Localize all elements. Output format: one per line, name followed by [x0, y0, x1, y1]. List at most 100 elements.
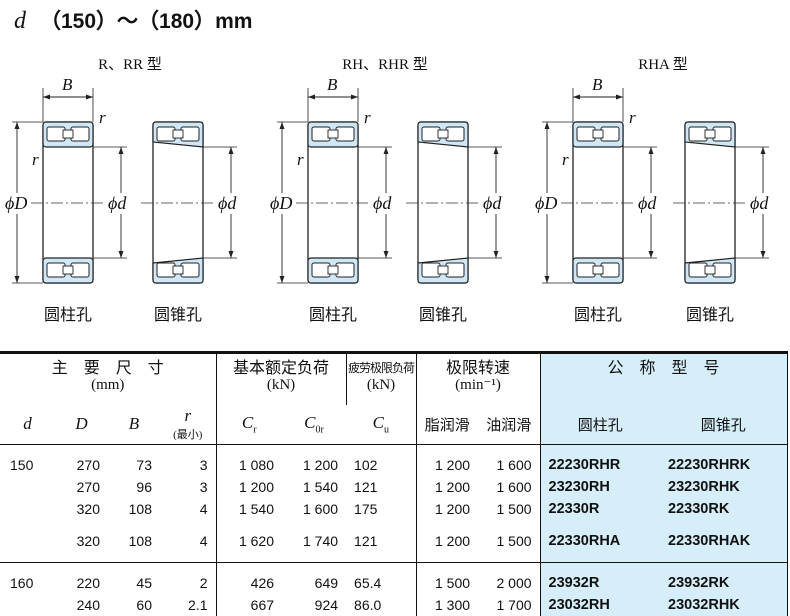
cell-Cu: 86.0 — [346, 593, 417, 616]
dim-d-line-arrow — [648, 251, 654, 258]
bearing-tapered-roller — [688, 126, 708, 142]
cell-r: 2.1 — [160, 593, 217, 616]
dim-label-d: ϕd — [750, 193, 769, 214]
dim-D-line-arrow — [544, 122, 550, 129]
page-title: d （150）～（180）mm — [14, 5, 252, 35]
bearing-cylindrical-roller — [70, 126, 90, 142]
table-row: 160 220 45 2 426 649 65.4 1 500 2 000 23932R 23932… — [0, 571, 788, 594]
caption-cylindrical-bore: 圆柱孔 — [43, 307, 93, 324]
title-range: （150）～（180）mm — [40, 10, 253, 33]
col-Cu: Cu — [346, 404, 417, 445]
cell-Cr: 426 — [250, 574, 275, 591]
dim-D-line-arrow — [544, 276, 550, 283]
dim-d-line-arrow — [760, 251, 766, 258]
dim-d-line-arrow — [228, 251, 234, 258]
header-dimensions: 主 要 尺 寸 (mm) — [0, 351, 217, 405]
bearing-cylindrical-roller — [46, 126, 66, 142]
bearing-tapered-roller — [712, 262, 732, 278]
cell-d — [0, 476, 55, 498]
cell-oil: 1 500 — [478, 529, 541, 552]
dim-label-d: ϕd — [483, 193, 502, 214]
caption-tapered-bore: 圆锥孔 — [418, 307, 468, 324]
bearing-cylindrical-roller — [600, 126, 620, 142]
bearing-cylindrical-roller — [576, 262, 596, 278]
cell-grease: 1 200 — [434, 456, 471, 473]
cell-Cr: 1 080 — [238, 456, 275, 473]
title-symbol: d — [14, 8, 26, 34]
dim-d-line-arrow — [493, 251, 499, 258]
col-C0r: C0r — [282, 404, 347, 445]
dim-label-d: ϕd — [638, 193, 657, 214]
cell-B: 108 — [128, 500, 152, 517]
spec-table: 主 要 尺 寸 (mm) 基本额定负荷 (kN) 疲劳极限负荷 (kN) 极限转速 (m… — [0, 351, 788, 616]
bearing-cylindrical-cage — [327, 129, 339, 139]
dim-label-B: B — [592, 75, 603, 94]
cell-cyl: 23230RH — [540, 475, 661, 498]
bearing-cylindrical-roller — [576, 126, 596, 142]
cell-Cu: 65.4 — [346, 571, 417, 594]
cell-B: 96 — [136, 478, 152, 495]
row-spacer — [0, 562, 788, 572]
bearing-tapered-roller — [688, 262, 708, 278]
dim-B-arrow — [43, 94, 50, 100]
dim-B-arrow — [573, 94, 580, 100]
cell-D: 240 — [76, 596, 100, 613]
figure-group-label: RHA 型 — [638, 57, 688, 73]
col-grease: 脂润滑 — [416, 404, 479, 445]
dim-B-arrow — [351, 94, 358, 100]
dim-label-D: ϕD — [270, 193, 293, 214]
cell-oil: 1 700 — [478, 593, 541, 616]
table-row: 320 108 4 1 620 1 740 121 1 200 1 500 22330RHA 22… — [0, 529, 788, 552]
col-B: B — [108, 404, 160, 445]
cell-grease: 1 200 — [434, 478, 471, 495]
cell-taper: 23230RHK — [660, 475, 788, 498]
dim-d-line-arrow — [383, 251, 389, 258]
bearing-tapered-roller — [156, 126, 176, 142]
cell-d — [0, 530, 55, 552]
dim-label-d: ϕd — [218, 193, 237, 214]
cell-grease: 1 200 — [434, 532, 471, 549]
bearing-cylindrical-cage — [327, 265, 339, 275]
cell-grease: 1 200 — [434, 500, 471, 517]
cell-grease: 1 300 — [434, 596, 471, 613]
cell-cyl: 23932R — [540, 571, 661, 594]
cell-D: 270 — [76, 478, 100, 495]
dim-d-line-arrow — [493, 147, 499, 154]
cell-Cu: 175 — [346, 497, 417, 520]
dim-label-d: ϕd — [108, 193, 127, 214]
dim-D-line-arrow — [279, 122, 285, 129]
bearing-cylindrical-roller — [70, 262, 90, 278]
bearing-tapered-roller — [421, 126, 441, 142]
caption-tapered-bore: 圆锥孔 — [153, 307, 203, 324]
cell-r: 3 — [160, 475, 217, 498]
bearing-tapered-cage — [437, 265, 449, 275]
cell-r: 4 — [160, 529, 217, 552]
dim-label-D: ϕD — [5, 193, 28, 214]
caption-cylindrical-bore: 圆柱孔 — [573, 307, 623, 324]
cell-r: 4 — [160, 497, 217, 520]
bearing-cylindrical-roller — [311, 262, 331, 278]
bearing-cylindrical-cage — [592, 265, 604, 275]
table-body: 150 270 73 3 1 080 1 200 102 1 200 1 600 22230RHR… — [0, 444, 788, 616]
bearing-drawings — [12, 88, 769, 284]
bearing-cylindrical-roller — [46, 262, 66, 278]
dim-d-line-arrow — [383, 147, 389, 154]
cell-oil: 2 000 — [478, 571, 541, 594]
cell-B: 60 — [136, 596, 152, 613]
dim-label-r: r — [297, 150, 304, 169]
cell-Cu: 102 — [346, 453, 417, 476]
cell-C0r: 1 600 — [302, 500, 339, 517]
bearing-tapered-roller — [180, 126, 200, 142]
bearing-tapered-cage — [704, 265, 716, 275]
col-Cr: Cr — [216, 404, 283, 445]
cell-Cr: 667 — [250, 596, 275, 613]
cell-oil: 1 500 — [478, 497, 541, 520]
figure-group-label: R、RR 型 — [98, 57, 162, 73]
cell-D: 220 — [76, 574, 100, 591]
dim-label-r: r — [99, 108, 106, 127]
dim-label-r: r — [629, 108, 636, 127]
row-spacer — [0, 444, 788, 454]
table-row: 270 96 3 1 200 1 540 121 1 200 1 600 23230RH 2323… — [0, 475, 788, 498]
dim-D-line-arrow — [14, 276, 20, 283]
cell-cyl: 22330R — [540, 497, 661, 520]
